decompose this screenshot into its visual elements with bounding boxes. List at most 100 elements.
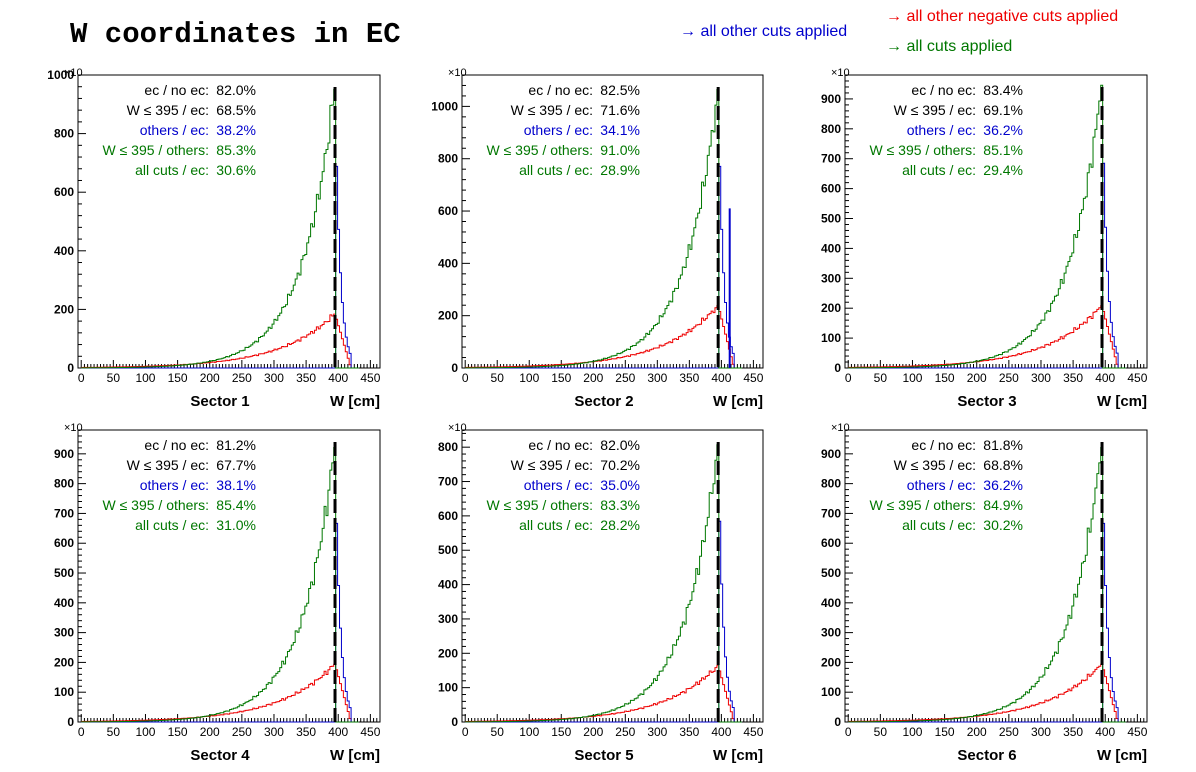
x-axis-label: W [cm] [1097, 393, 1147, 410]
stat-value: 91.0% [600, 142, 640, 158]
x-tick-label: 450 [743, 371, 763, 385]
y-tick-label: 200 [821, 301, 841, 315]
x-tick-label: 250 [999, 371, 1019, 385]
stat-value: 30.6% [216, 162, 256, 178]
plot-sector-5: 0 50 100 150 200 250 300 350 400 450 0 100 200 300 400… [438, 422, 764, 764]
y-tick-label: 600 [438, 509, 458, 523]
y-tick-label: 1000 [431, 99, 458, 113]
stat-value: 81.2% [216, 437, 256, 453]
stat-label: all cuts / ec: [519, 162, 593, 178]
x-tick-label: 450 [1127, 725, 1147, 739]
x-tick-label: 150 [168, 725, 188, 739]
x-tick-label: 300 [1031, 725, 1051, 739]
stat-label: W ≤ 395 / others: [486, 142, 593, 158]
legend-all-cuts: → all cuts applied [886, 38, 1013, 55]
exponent-label: ×10 [448, 67, 467, 79]
histogram-other-cuts [465, 165, 742, 369]
stat-value: 83.4% [983, 82, 1023, 98]
x-tick-label: 450 [743, 725, 763, 739]
stat-value: 34.1% [600, 122, 640, 138]
stat-label: ec / no ec: [528, 437, 593, 453]
stat-label: W ≤ 395 / ec: [511, 102, 593, 118]
x-axis-label: W [cm] [330, 747, 380, 764]
stat-label: all cuts / ec: [902, 162, 976, 178]
y-tick-label: 100 [438, 681, 458, 695]
histogram-other-cuts [81, 165, 359, 369]
stat-label: W ≤ 395 / ec: [894, 102, 976, 118]
y-tick-label: 600 [821, 536, 841, 550]
histogram-all-cuts [465, 444, 742, 723]
stat-label: W ≤ 395 / others: [102, 142, 209, 158]
y-tick-label: 0 [451, 361, 458, 375]
stat-value: 68.8% [983, 457, 1023, 473]
sector-label: Sector 4 [190, 747, 250, 764]
x-tick-label: 100 [135, 725, 155, 739]
x-tick-label: 300 [1031, 371, 1051, 385]
histogram-negative-cuts [81, 663, 359, 723]
y-tick-label: 500 [438, 543, 458, 557]
histogram-other-cuts [465, 520, 742, 723]
legend-others: → all other cuts applied [680, 23, 848, 40]
y-tick-label: 500 [821, 566, 841, 580]
y-tick-label: 200 [438, 646, 458, 660]
stat-label: W ≤ 395 / ec: [127, 102, 209, 118]
x-tick-label: 0 [845, 725, 852, 739]
y-tick-label: 400 [54, 244, 74, 258]
histogram-negative-cuts [81, 313, 359, 369]
y-tick-label: 800 [54, 127, 74, 141]
x-tick-label: 50 [491, 371, 505, 385]
stat-value: 84.9% [983, 497, 1023, 513]
x-tick-label: 450 [1127, 371, 1147, 385]
exponent-label: ×10 [64, 67, 83, 79]
stat-value: 67.7% [216, 457, 256, 473]
x-tick-label: 300 [647, 371, 667, 385]
stat-value: 85.1% [983, 142, 1023, 158]
y-tick-label: 0 [67, 715, 74, 729]
x-tick-label: 350 [1063, 725, 1083, 739]
stat-label: others / ec: [907, 122, 976, 138]
x-tick-label: 50 [107, 725, 121, 739]
y-tick-label: 900 [821, 447, 841, 461]
x-tick-label: 200 [967, 725, 987, 739]
y-tick-label: 800 [438, 440, 458, 454]
stat-value: 71.6% [600, 102, 640, 118]
x-tick-label: 350 [296, 371, 316, 385]
x-tick-label: 200 [583, 371, 603, 385]
histogram-other-cuts [848, 522, 1126, 723]
x-axis-label: W [cm] [330, 393, 380, 410]
x-tick-label: 400 [328, 725, 348, 739]
histogram-all-cuts [848, 84, 1126, 369]
y-tick-label: 100 [821, 331, 841, 345]
y-tick-label: 200 [54, 655, 74, 669]
stat-value: 31.0% [216, 517, 256, 533]
y-tick-label: 800 [54, 477, 74, 491]
stat-value: 81.8% [983, 437, 1023, 453]
y-tick-label: 300 [54, 626, 74, 640]
x-axis-label: W [cm] [1097, 747, 1147, 764]
histogram-all-cuts [81, 447, 359, 723]
stat-label: others / ec: [524, 122, 593, 138]
histogram-all-cuts [81, 88, 359, 369]
y-tick-label: 400 [821, 241, 841, 255]
y-tick-label: 900 [821, 92, 841, 106]
y-tick-label: 500 [54, 566, 74, 580]
y-tick-label: 0 [834, 361, 841, 375]
x-axis-label: W [cm] [713, 747, 763, 764]
x-tick-label: 100 [902, 725, 922, 739]
x-tick-label: 350 [679, 725, 699, 739]
y-tick-label: 500 [821, 212, 841, 226]
x-tick-label: 50 [107, 371, 121, 385]
y-tick-label: 600 [54, 536, 74, 550]
exponent-label: ×10 [831, 67, 850, 79]
stat-label: all cuts / ec: [135, 517, 209, 533]
stat-value: 28.2% [600, 517, 640, 533]
x-tick-label: 200 [583, 725, 603, 739]
x-tick-label: 100 [902, 371, 922, 385]
x-tick-label: 400 [328, 371, 348, 385]
stat-value: 36.2% [983, 477, 1023, 493]
x-tick-label: 200 [200, 725, 220, 739]
sector-label: Sector 3 [957, 393, 1016, 410]
x-tick-label: 300 [264, 725, 284, 739]
exponent-label: ×10 [448, 422, 467, 434]
